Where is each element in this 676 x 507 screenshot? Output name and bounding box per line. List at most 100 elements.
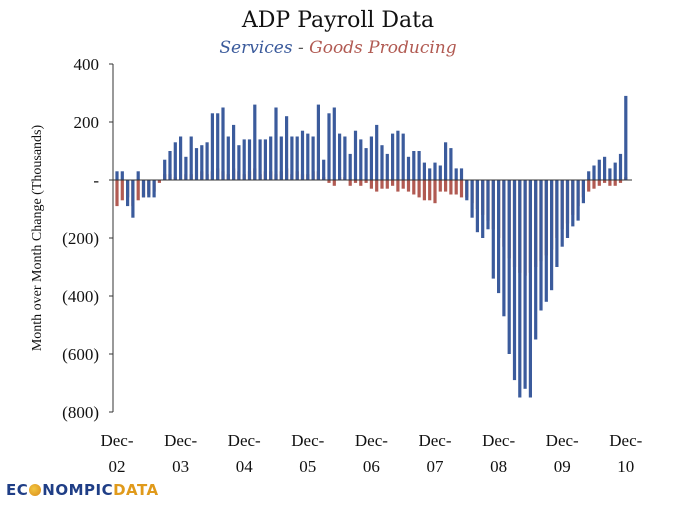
services-bar	[184, 156, 188, 180]
services-bar	[221, 107, 225, 180]
services-bar	[608, 168, 612, 180]
y-tick-label: (800)	[62, 403, 99, 422]
services-bar	[491, 180, 495, 279]
x-tick-label-month: Dec-	[609, 431, 642, 450]
services-bar	[353, 130, 358, 180]
services-bar	[189, 136, 193, 180]
services-bar	[152, 180, 156, 198]
legend-separator: -	[297, 38, 304, 58]
goods-producing-bar	[592, 180, 596, 189]
goods-producing-bar	[136, 180, 140, 201]
services-bar	[136, 171, 140, 180]
x-tick-label-month: Dec-	[418, 431, 451, 450]
services-bar	[592, 165, 596, 180]
goods-producing-bar	[385, 180, 389, 189]
globe-icon	[29, 484, 42, 496]
services-bar	[274, 107, 278, 180]
goods-producing-bar	[391, 180, 395, 186]
goods-producing-bar	[603, 180, 607, 183]
x-tick-label-year: 08	[490, 457, 507, 476]
services-bar	[306, 133, 310, 180]
services-bar	[300, 130, 305, 180]
goods-producing-bar	[417, 180, 421, 198]
services-bar	[428, 168, 432, 180]
x-tick-label-year: 03	[172, 457, 189, 476]
economicdata-logo: EC NOMPICDATA	[6, 481, 159, 499]
goods-producing-bar	[613, 180, 617, 186]
services-bar	[391, 133, 395, 180]
y-tick-label: (600)	[62, 345, 99, 364]
chart-subtitle: Services - Goods Producing	[0, 38, 676, 58]
goods-producing-bar	[369, 180, 373, 189]
services-bar	[179, 136, 183, 180]
services-bar	[205, 142, 209, 180]
services-bar	[412, 151, 416, 180]
goods-producing-bar	[587, 180, 591, 192]
goods-producing-bar	[396, 180, 400, 192]
goods-producing-bar	[401, 180, 405, 189]
services-bar	[327, 113, 331, 180]
services-bar	[369, 136, 373, 180]
services-bar	[242, 139, 246, 180]
services-bar	[470, 180, 474, 218]
goods-producing-bar	[438, 180, 442, 192]
services-bar	[338, 133, 342, 180]
services-bar	[210, 113, 214, 180]
services-bar	[348, 153, 352, 180]
x-tick-label-year: 09	[554, 457, 571, 476]
services-bar	[311, 136, 315, 180]
services-bar	[523, 180, 527, 389]
services-bar	[475, 180, 479, 233]
services-bar	[269, 136, 273, 180]
services-bar	[126, 180, 130, 207]
services-bar	[364, 148, 368, 180]
goods-producing-bar	[332, 180, 336, 186]
services-bar	[417, 151, 421, 180]
goods-producing-bar	[359, 180, 363, 186]
y-axis-label: Month over Month Change (Thousands)	[30, 125, 45, 352]
services-bar	[597, 159, 601, 180]
services-bar	[406, 156, 411, 180]
y-tick-label: 400	[74, 55, 100, 74]
x-tick-label-month: Dec-	[482, 431, 515, 450]
x-axis-ticks: Dec- 02 Dec- 03 Dec- 04 Dec- 05 Dec- 06 Dec- 07 Dec-…	[100, 431, 642, 476]
services-bar	[618, 153, 623, 180]
goods-producing-bar	[454, 180, 458, 195]
services-bar	[555, 180, 559, 267]
services-bar	[560, 180, 564, 247]
services-bar	[603, 156, 607, 180]
goods-producing-bar	[412, 180, 416, 195]
y-tick-label: -	[93, 171, 99, 190]
services-bar	[115, 171, 119, 180]
services-bar	[433, 162, 437, 180]
axes	[112, 64, 632, 412]
y-tick-label: 200	[74, 113, 100, 132]
services-bar	[316, 104, 320, 180]
services-bar	[375, 124, 379, 180]
goods-producing-bar	[597, 180, 601, 186]
services-bar	[587, 171, 591, 180]
services-bar	[486, 180, 490, 230]
y-tick-label: (400)	[62, 287, 99, 306]
x-tick-label-year: 06	[363, 457, 380, 476]
x-tick-label-month: Dec-	[164, 431, 197, 450]
services-bar	[216, 113, 220, 180]
services-bar	[232, 124, 236, 180]
x-tick-label-year: 04	[236, 457, 254, 476]
services-bar	[497, 180, 501, 294]
services-bar	[518, 180, 522, 398]
services-bar	[120, 171, 124, 180]
services-bar	[502, 180, 506, 317]
services-bar	[613, 162, 617, 180]
goods-producing-bar	[459, 180, 464, 198]
services-bar	[200, 145, 204, 180]
services-bar	[422, 162, 426, 180]
x-tick-label-year: 05	[299, 457, 316, 476]
y-tick-label: (200)	[62, 229, 99, 248]
goods-producing-bar	[115, 180, 119, 207]
goods-producing-bar	[120, 180, 124, 201]
x-tick-label-month: Dec-	[546, 431, 579, 450]
services-bar	[528, 180, 532, 398]
services-bar	[454, 168, 458, 180]
services-bar	[444, 142, 448, 180]
